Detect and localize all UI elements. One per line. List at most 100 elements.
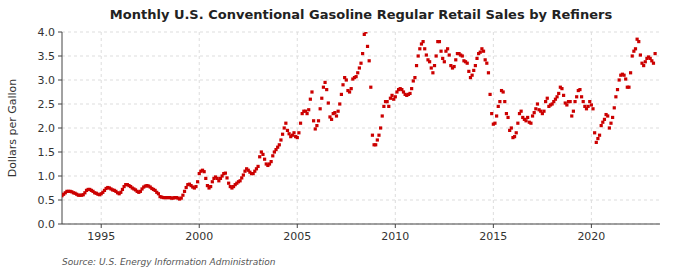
point	[570, 114, 573, 117]
point	[305, 112, 308, 115]
axes: 0.00.51.01.52.02.53.03.54.01995200020052…	[38, 26, 661, 244]
y-tick-label: 1.5	[38, 146, 56, 159]
point	[209, 185, 212, 188]
point	[506, 116, 509, 119]
point	[503, 100, 506, 103]
point	[312, 119, 315, 122]
point	[377, 134, 380, 137]
y-tick	[58, 224, 62, 225]
grid	[62, 32, 660, 224]
point	[366, 45, 369, 48]
point	[573, 100, 576, 103]
point	[580, 95, 583, 98]
point	[502, 90, 505, 93]
point	[622, 74, 625, 77]
point	[529, 122, 532, 125]
point	[644, 60, 647, 63]
point	[598, 134, 601, 137]
point	[292, 131, 295, 134]
y-tick	[58, 176, 62, 177]
point	[348, 90, 351, 93]
y-grid-line	[62, 80, 660, 81]
x-tick	[101, 224, 102, 228]
point	[224, 172, 227, 175]
point	[466, 62, 469, 65]
point	[510, 126, 513, 129]
y-tick	[58, 152, 62, 153]
y-tick-label: 3.0	[38, 74, 56, 87]
point	[340, 93, 343, 96]
point	[387, 105, 390, 108]
point	[394, 95, 397, 98]
point	[616, 88, 619, 91]
x-tick-label: 1995	[87, 230, 115, 243]
point	[240, 176, 243, 179]
point	[119, 191, 122, 194]
point	[600, 124, 603, 127]
x-tick-label: 2020	[577, 230, 605, 243]
x-grid-line	[395, 32, 396, 224]
point	[386, 100, 389, 103]
point	[185, 186, 188, 189]
point	[485, 62, 488, 65]
y-tick-label: 0.5	[38, 194, 56, 207]
point	[283, 126, 286, 129]
point	[410, 87, 413, 90]
point	[505, 112, 508, 115]
point	[603, 118, 606, 121]
point	[338, 102, 341, 105]
point	[642, 64, 645, 67]
point	[423, 47, 426, 50]
point	[314, 127, 317, 130]
point	[242, 173, 245, 176]
point	[498, 100, 501, 103]
point	[608, 126, 611, 129]
point	[431, 71, 434, 74]
point	[412, 79, 415, 82]
title: Monthly U.S. Conventional Gasoline Regul…	[110, 7, 613, 22]
point	[524, 119, 527, 122]
point	[441, 57, 444, 60]
y-tick-label: 2.5	[38, 98, 56, 111]
point	[315, 124, 318, 127]
point	[359, 62, 362, 65]
point	[364, 32, 367, 34]
point	[479, 51, 482, 54]
point	[637, 40, 640, 43]
point	[613, 106, 616, 109]
point	[413, 76, 416, 79]
point	[278, 143, 281, 146]
point	[448, 53, 451, 56]
x-tick	[395, 224, 396, 228]
point	[263, 158, 266, 161]
point	[490, 112, 493, 115]
point	[631, 54, 634, 57]
point	[471, 74, 474, 77]
point	[565, 103, 568, 106]
point	[634, 47, 637, 50]
point	[211, 180, 214, 183]
x-tick-label: 2015	[479, 230, 507, 243]
point	[562, 94, 565, 97]
point	[487, 71, 490, 74]
y-grid-line	[62, 56, 660, 57]
point	[296, 136, 299, 139]
point	[439, 50, 442, 53]
point	[418, 47, 421, 50]
point	[180, 196, 183, 199]
point	[546, 97, 549, 100]
y-grid-line	[62, 128, 660, 129]
point	[381, 114, 384, 117]
point	[557, 92, 560, 95]
point	[203, 170, 206, 173]
x-tick	[199, 224, 200, 228]
point	[555, 95, 558, 98]
x-grid-line	[199, 32, 200, 224]
point	[446, 47, 449, 50]
y-tick-label: 3.5	[38, 50, 56, 63]
point	[297, 131, 300, 134]
point	[288, 132, 291, 135]
point	[121, 188, 124, 191]
x-grid-line	[297, 32, 298, 224]
point	[415, 64, 418, 67]
